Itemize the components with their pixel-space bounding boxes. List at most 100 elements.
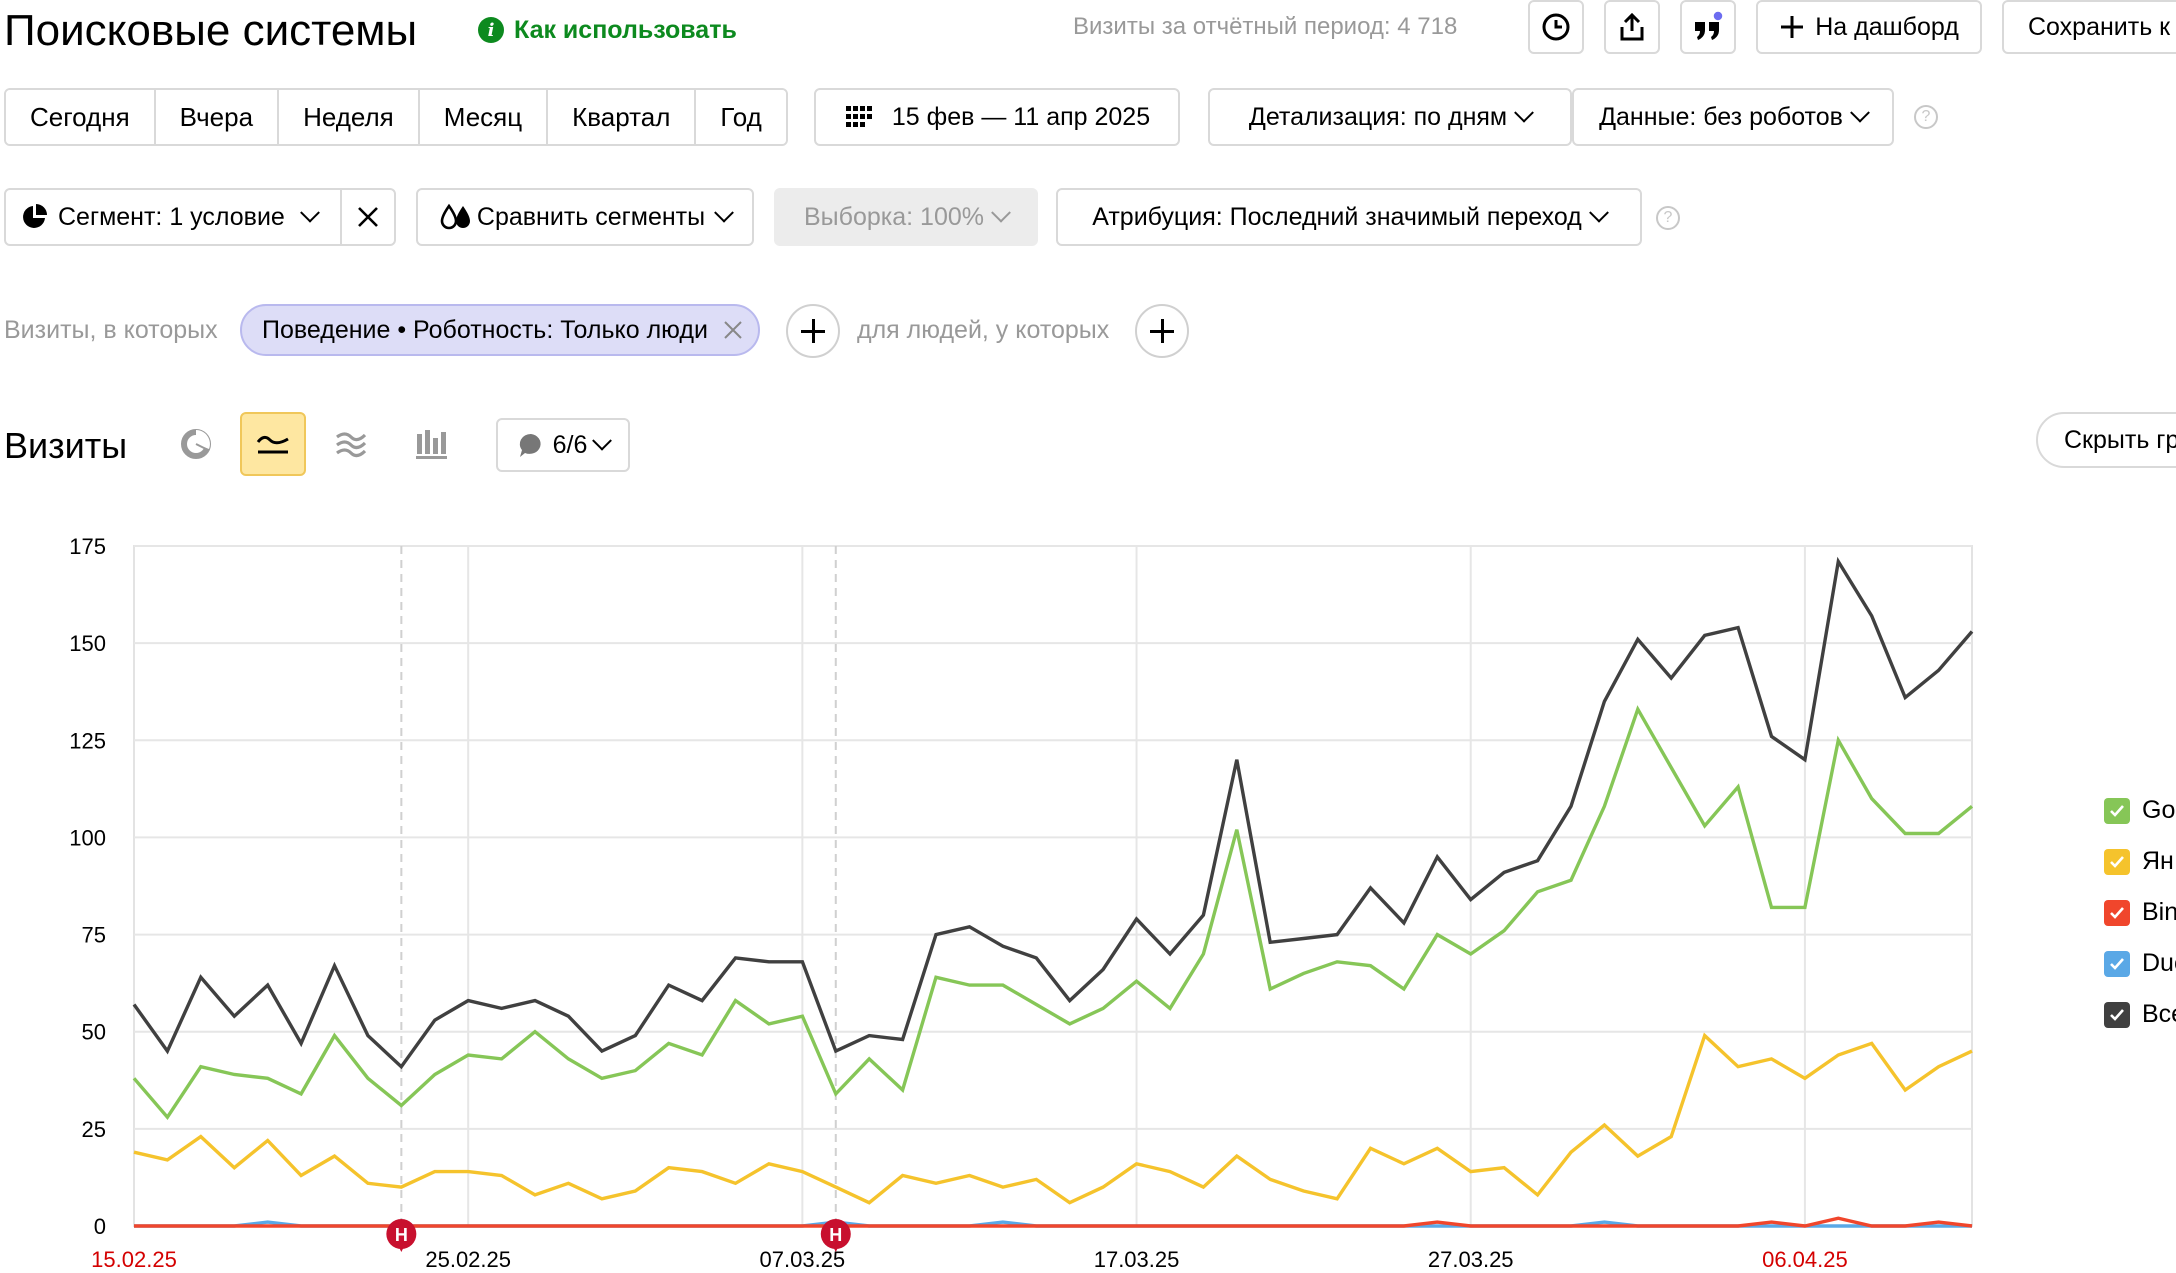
info-icon: i [478,17,504,43]
data-mode-label: Данные: без роботов [1599,102,1843,131]
chevron-down-icon [1850,102,1870,123]
help-icon[interactable]: ? [1656,206,1680,230]
chevron-down-icon [1588,202,1609,223]
people-condition-label: для людей, у которых [857,316,1110,344]
y-tick-label: 150 [69,631,106,656]
to-dashboard-button[interactable]: На дашборд [1756,0,1982,54]
visits-line-chart: 0 25 50 75 100 125 150 175 15.02.25 25.02.25 07.0… [69,534,1974,1272]
period-year[interactable]: Год [696,90,786,144]
x-tick-label: 25.02.25 [425,1247,511,1272]
legend-label: Bin [2142,898,2176,926]
segment-label: Сегмент: 1 условие [58,202,285,231]
event-marker-circle [820,1219,851,1249]
history-button[interactable] [1528,0,1584,54]
drops-icon [440,203,470,230]
line-view-button[interactable] [240,412,306,476]
event-marker-label: Н [395,1225,408,1245]
close-icon[interactable] [722,319,744,341]
attribution-label: Атрибуция: Последний значимый переход [1092,202,1582,231]
x-tick-label: 17.03.25 [1094,1247,1180,1272]
legend-label: Ян [2142,847,2174,875]
line-chart-icon [256,435,289,454]
calendar-icon [845,106,872,127]
period-selector: Сегодня Вчера Неделя Месяц Квартал Год [4,88,788,146]
area-view-button[interactable] [318,412,384,476]
pie-view-button[interactable] [163,412,229,476]
help-link-label: Как использовать [514,15,737,44]
sample-dropdown[interactable]: Выборка: 100% [774,188,1038,246]
period-quarter[interactable]: Квартал [548,90,697,144]
x-axis: 15.02.25 25.02.25 07.03.25 17.03.25 27.03.25… [91,1247,1848,1272]
bar-view-button[interactable] [398,412,464,476]
annotations-count: 6/6 [552,430,588,459]
check-icon [2104,1001,2130,1028]
legend-label: Все [2142,1000,2176,1028]
help-icon[interactable]: ? [1914,105,1938,129]
series-line-все [132,556,1974,1070]
y-tick-label: 0 [94,1214,106,1239]
series-line-ян [133,1032,1973,1205]
area-chart-icon [336,432,367,458]
quote-icon [1695,10,1724,40]
segment-control: Сегмент: 1 условие [4,188,396,246]
chevron-down-icon [299,202,320,223]
save-label: Сохранить к [2028,12,2171,41]
share-icon [1620,12,1644,41]
plus-icon [1781,16,1804,38]
chevron-down-icon [592,430,613,451]
x-tick-label: 27.03.25 [1428,1247,1514,1272]
to-dashboard-label: На дашборд [1815,12,1959,41]
detail-label: Детализация: по дням [1248,102,1508,131]
period-yesterday[interactable]: Вчера [155,90,280,144]
legend-label: Duc [2142,949,2176,977]
x-tick-label: 15.02.25 [91,1247,177,1272]
legend-item-bing[interactable]: Bin [2104,898,2176,927]
legend-item-yandex[interactable]: Ян [2104,847,2174,876]
y-tick-label: 25 [82,1117,106,1142]
save-button[interactable]: Сохранить к [2002,0,2176,54]
feedback-button[interactable] [1680,0,1736,54]
legend-item-google[interactable]: Go [2104,796,2175,825]
help-link[interactable]: i Как использовать [478,14,737,46]
check-icon [2104,848,2130,875]
legend-item-duckduckgo[interactable]: Duc [2104,949,2176,978]
chevron-down-icon [991,202,1011,223]
y-tick-label: 75 [82,923,106,948]
clock-icon [1542,13,1570,41]
filter-chip-label: Поведение • Роботность: Только люди [262,315,708,344]
period-today[interactable]: Сегодня [6,90,156,144]
visits-total: Визиты за отчётный период: 4 718 [1073,13,1458,40]
date-range-button[interactable]: 15 фев — 11 апр 2025 [814,88,1180,146]
chart-series [132,556,1974,1228]
add-visit-condition-button[interactable] [786,304,840,358]
add-people-condition-button[interactable] [1135,304,1189,358]
period-month[interactable]: Месяц [419,90,549,144]
segment-clear-button[interactable] [342,190,394,244]
legend-label: Go [2142,796,2176,824]
attribution-dropdown[interactable]: Атрибуция: Последний значимый переход [1056,188,1642,246]
chevron-down-icon [1514,102,1535,123]
data-mode-dropdown[interactable]: Данные: без роботов [1572,88,1894,146]
comment-icon [519,433,541,457]
export-button[interactable] [1604,0,1660,54]
y-tick-label: 100 [69,825,106,850]
segment-dropdown[interactable]: Сегмент: 1 условие [20,190,342,244]
x-tick-label: 07.03.25 [760,1247,846,1272]
bar-chart-icon [416,430,447,459]
check-icon [2104,899,2130,926]
legend-item-all[interactable]: Все [2104,1000,2176,1029]
hide-chart-button[interactable]: Скрыть гр [2036,412,2176,468]
y-tick-label: 175 [69,534,106,559]
sample-label: Выборка: 100% [804,202,984,231]
detail-dropdown[interactable]: Детализация: по дням [1208,88,1572,146]
date-range-label: 15 фев — 11 апр 2025 [891,102,1151,131]
period-week[interactable]: Неделя [279,90,420,144]
check-icon [2104,950,2130,977]
chevron-down-icon [714,202,734,223]
series-line-bin [134,1216,1973,1228]
event-marker-circle [386,1219,417,1249]
annotations-dropdown[interactable]: 6/6 [496,418,630,472]
filter-chip[interactable]: Поведение • Роботность: Только люди [240,304,760,356]
compare-segments-dropdown[interactable]: Сравнить сегменты [416,188,754,246]
event-marker: Н [386,1219,417,1252]
